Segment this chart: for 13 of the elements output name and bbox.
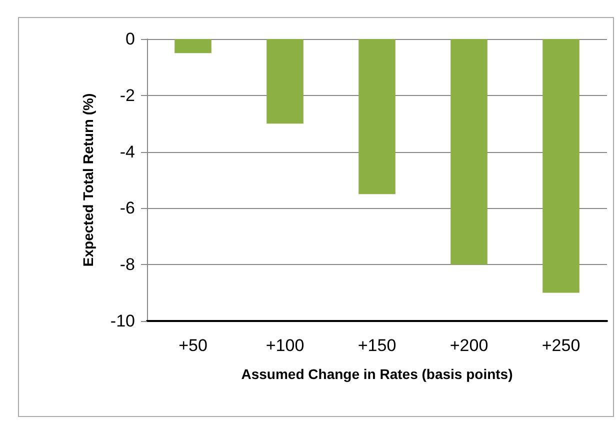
- x-axis-title: Assumed Change in Rates (basis points): [241, 366, 513, 382]
- y-tick-label: -10: [110, 312, 135, 330]
- y-tick-label: -8: [120, 255, 135, 274]
- x-tick-label: +150: [358, 336, 396, 355]
- x-tick-label: +100: [266, 336, 304, 355]
- y-axis-title: Expected Total Return (%): [80, 93, 96, 267]
- x-tick-label: +200: [450, 336, 488, 355]
- x-tick-label: +50: [178, 336, 208, 355]
- y-tick-label: -6: [120, 198, 135, 218]
- y-tick-label: -2: [120, 86, 135, 105]
- y-tick-label: -4: [120, 142, 135, 162]
- x-tick-label: +250: [542, 336, 580, 355]
- y-tick-label: 0: [126, 30, 135, 48]
